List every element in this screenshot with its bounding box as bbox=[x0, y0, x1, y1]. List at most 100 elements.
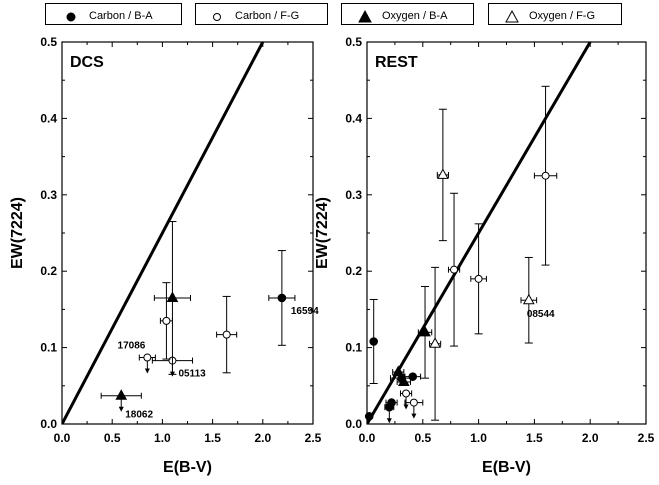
x-tick-label: 1.0 bbox=[470, 431, 487, 445]
data-point: 17086 bbox=[118, 341, 156, 374]
legend-label: Oxygen / B-A bbox=[382, 10, 448, 22]
y-tick-label: 0.4 bbox=[345, 111, 362, 125]
series-oxygen-b-a bbox=[392, 285, 433, 386]
upper-limit-arrow-head bbox=[118, 406, 124, 412]
data-point bbox=[216, 295, 238, 374]
data-point bbox=[436, 108, 449, 242]
point-annotation: 08544 bbox=[527, 309, 555, 320]
series-carbon-f-g bbox=[399, 85, 558, 419]
x-tick-label: 1.0 bbox=[154, 431, 171, 445]
point-annotation: 16594 bbox=[291, 306, 319, 317]
x-axis-title: E(B-V) bbox=[482, 459, 531, 476]
legend-item-oxygen-ba: Oxygen / B-A bbox=[341, 3, 474, 25]
data-point: 18062 bbox=[100, 389, 153, 421]
data-point: 16594 bbox=[268, 250, 319, 346]
data-marker bbox=[222, 330, 231, 339]
x-tick-label: 0.0 bbox=[54, 431, 71, 445]
data-point bbox=[417, 285, 433, 379]
upper-limit-arrow-head bbox=[386, 418, 392, 424]
point-annotation: 05113 bbox=[178, 369, 206, 380]
series-carbon-b-a bbox=[364, 298, 422, 424]
data-marker bbox=[402, 389, 411, 398]
data-point bbox=[404, 372, 422, 381]
filled-circle-icon bbox=[66, 12, 76, 22]
x-tick-label: 2.5 bbox=[638, 431, 655, 445]
panel-title: DCS bbox=[70, 54, 104, 71]
data-marker bbox=[541, 171, 550, 180]
data-marker bbox=[474, 274, 483, 283]
legend-label: Oxygen / F-G bbox=[529, 10, 596, 22]
data-marker bbox=[364, 412, 374, 421]
data-marker bbox=[408, 372, 418, 381]
y-tick-label: 0.1 bbox=[345, 341, 362, 355]
data-marker bbox=[143, 353, 152, 362]
legend: Carbon / B-A Carbon / F-G Oxygen / B-A O… bbox=[0, 0, 659, 30]
data-marker bbox=[115, 389, 128, 400]
data-point bbox=[364, 412, 374, 421]
data-marker bbox=[369, 337, 378, 346]
data-marker bbox=[397, 375, 410, 386]
data-point bbox=[447, 192, 461, 347]
upper-limit-arrow-head bbox=[144, 368, 150, 374]
x-tick-label: 1.5 bbox=[526, 431, 543, 445]
data-point bbox=[153, 221, 192, 375]
data-marker bbox=[429, 337, 441, 348]
point-annotation: 18062 bbox=[125, 410, 153, 421]
series-oxygen-b-a: 18062 bbox=[100, 221, 192, 421]
data-point bbox=[399, 389, 413, 410]
data-point bbox=[428, 266, 442, 421]
data-point bbox=[533, 85, 558, 266]
upper-limit-arrow-head bbox=[411, 413, 417, 419]
y-axis-title: EW(7224) bbox=[314, 197, 331, 269]
x-tick-label: 0.5 bbox=[104, 431, 121, 445]
data-marker bbox=[385, 402, 394, 412]
legend-item-carbon-fg: Carbon / F-G bbox=[195, 3, 328, 25]
reference-line bbox=[62, 42, 265, 424]
data-marker bbox=[409, 398, 418, 407]
x-tick-label: 0.5 bbox=[414, 431, 431, 445]
series-oxygen-f-g: 08544 bbox=[428, 108, 555, 421]
y-tick-label: 0.2 bbox=[40, 264, 57, 278]
x-tick-label: 2.0 bbox=[582, 431, 599, 445]
point-annotation: 17086 bbox=[118, 341, 146, 352]
y-tick-label: 0.3 bbox=[345, 188, 362, 202]
data-marker bbox=[162, 316, 171, 325]
open-triangle-icon bbox=[505, 9, 519, 23]
x-tick-label: 1.5 bbox=[204, 431, 221, 445]
legend-item-carbon-ba: Carbon / B-A bbox=[45, 3, 182, 25]
y-tick-label: 0.0 bbox=[40, 417, 57, 431]
y-tick-label: 0.1 bbox=[40, 341, 57, 355]
open-circle-icon bbox=[213, 13, 221, 21]
data-point: 08544 bbox=[520, 256, 555, 344]
y-tick-label: 0.2 bbox=[345, 264, 362, 278]
data-point bbox=[470, 223, 487, 335]
y-tick-label: 0.5 bbox=[345, 35, 362, 49]
x-tick-label: 2.0 bbox=[254, 431, 271, 445]
data-point bbox=[369, 298, 378, 385]
data-point bbox=[392, 365, 405, 377]
y-tick-label: 0.0 bbox=[345, 417, 362, 431]
data-marker bbox=[392, 365, 405, 377]
data-marker bbox=[419, 325, 431, 337]
series-carbon-b-a: 16594 bbox=[268, 250, 319, 346]
y-axis-title: EW(7224) bbox=[9, 197, 26, 269]
x-tick-label: 2.5 bbox=[305, 431, 322, 445]
data-marker bbox=[522, 293, 535, 305]
filled-triangle-icon bbox=[358, 9, 372, 23]
legend-item-oxygen-fg: Oxygen / F-G bbox=[488, 3, 622, 25]
legend-label: Carbon / B-A bbox=[89, 10, 153, 22]
data-marker bbox=[277, 293, 287, 303]
y-tick-label: 0.5 bbox=[40, 35, 57, 49]
panel-title: REST bbox=[375, 54, 418, 71]
x-tick-label: 0.0 bbox=[359, 431, 376, 445]
x-axis-title: E(B-V) bbox=[163, 459, 212, 476]
legend-label: Carbon / F-G bbox=[235, 10, 300, 22]
data-point bbox=[396, 375, 412, 386]
data-point bbox=[384, 402, 395, 424]
data-marker bbox=[166, 291, 179, 302]
data-marker bbox=[450, 265, 459, 274]
y-tick-label: 0.4 bbox=[40, 111, 57, 125]
data-marker bbox=[437, 168, 449, 179]
